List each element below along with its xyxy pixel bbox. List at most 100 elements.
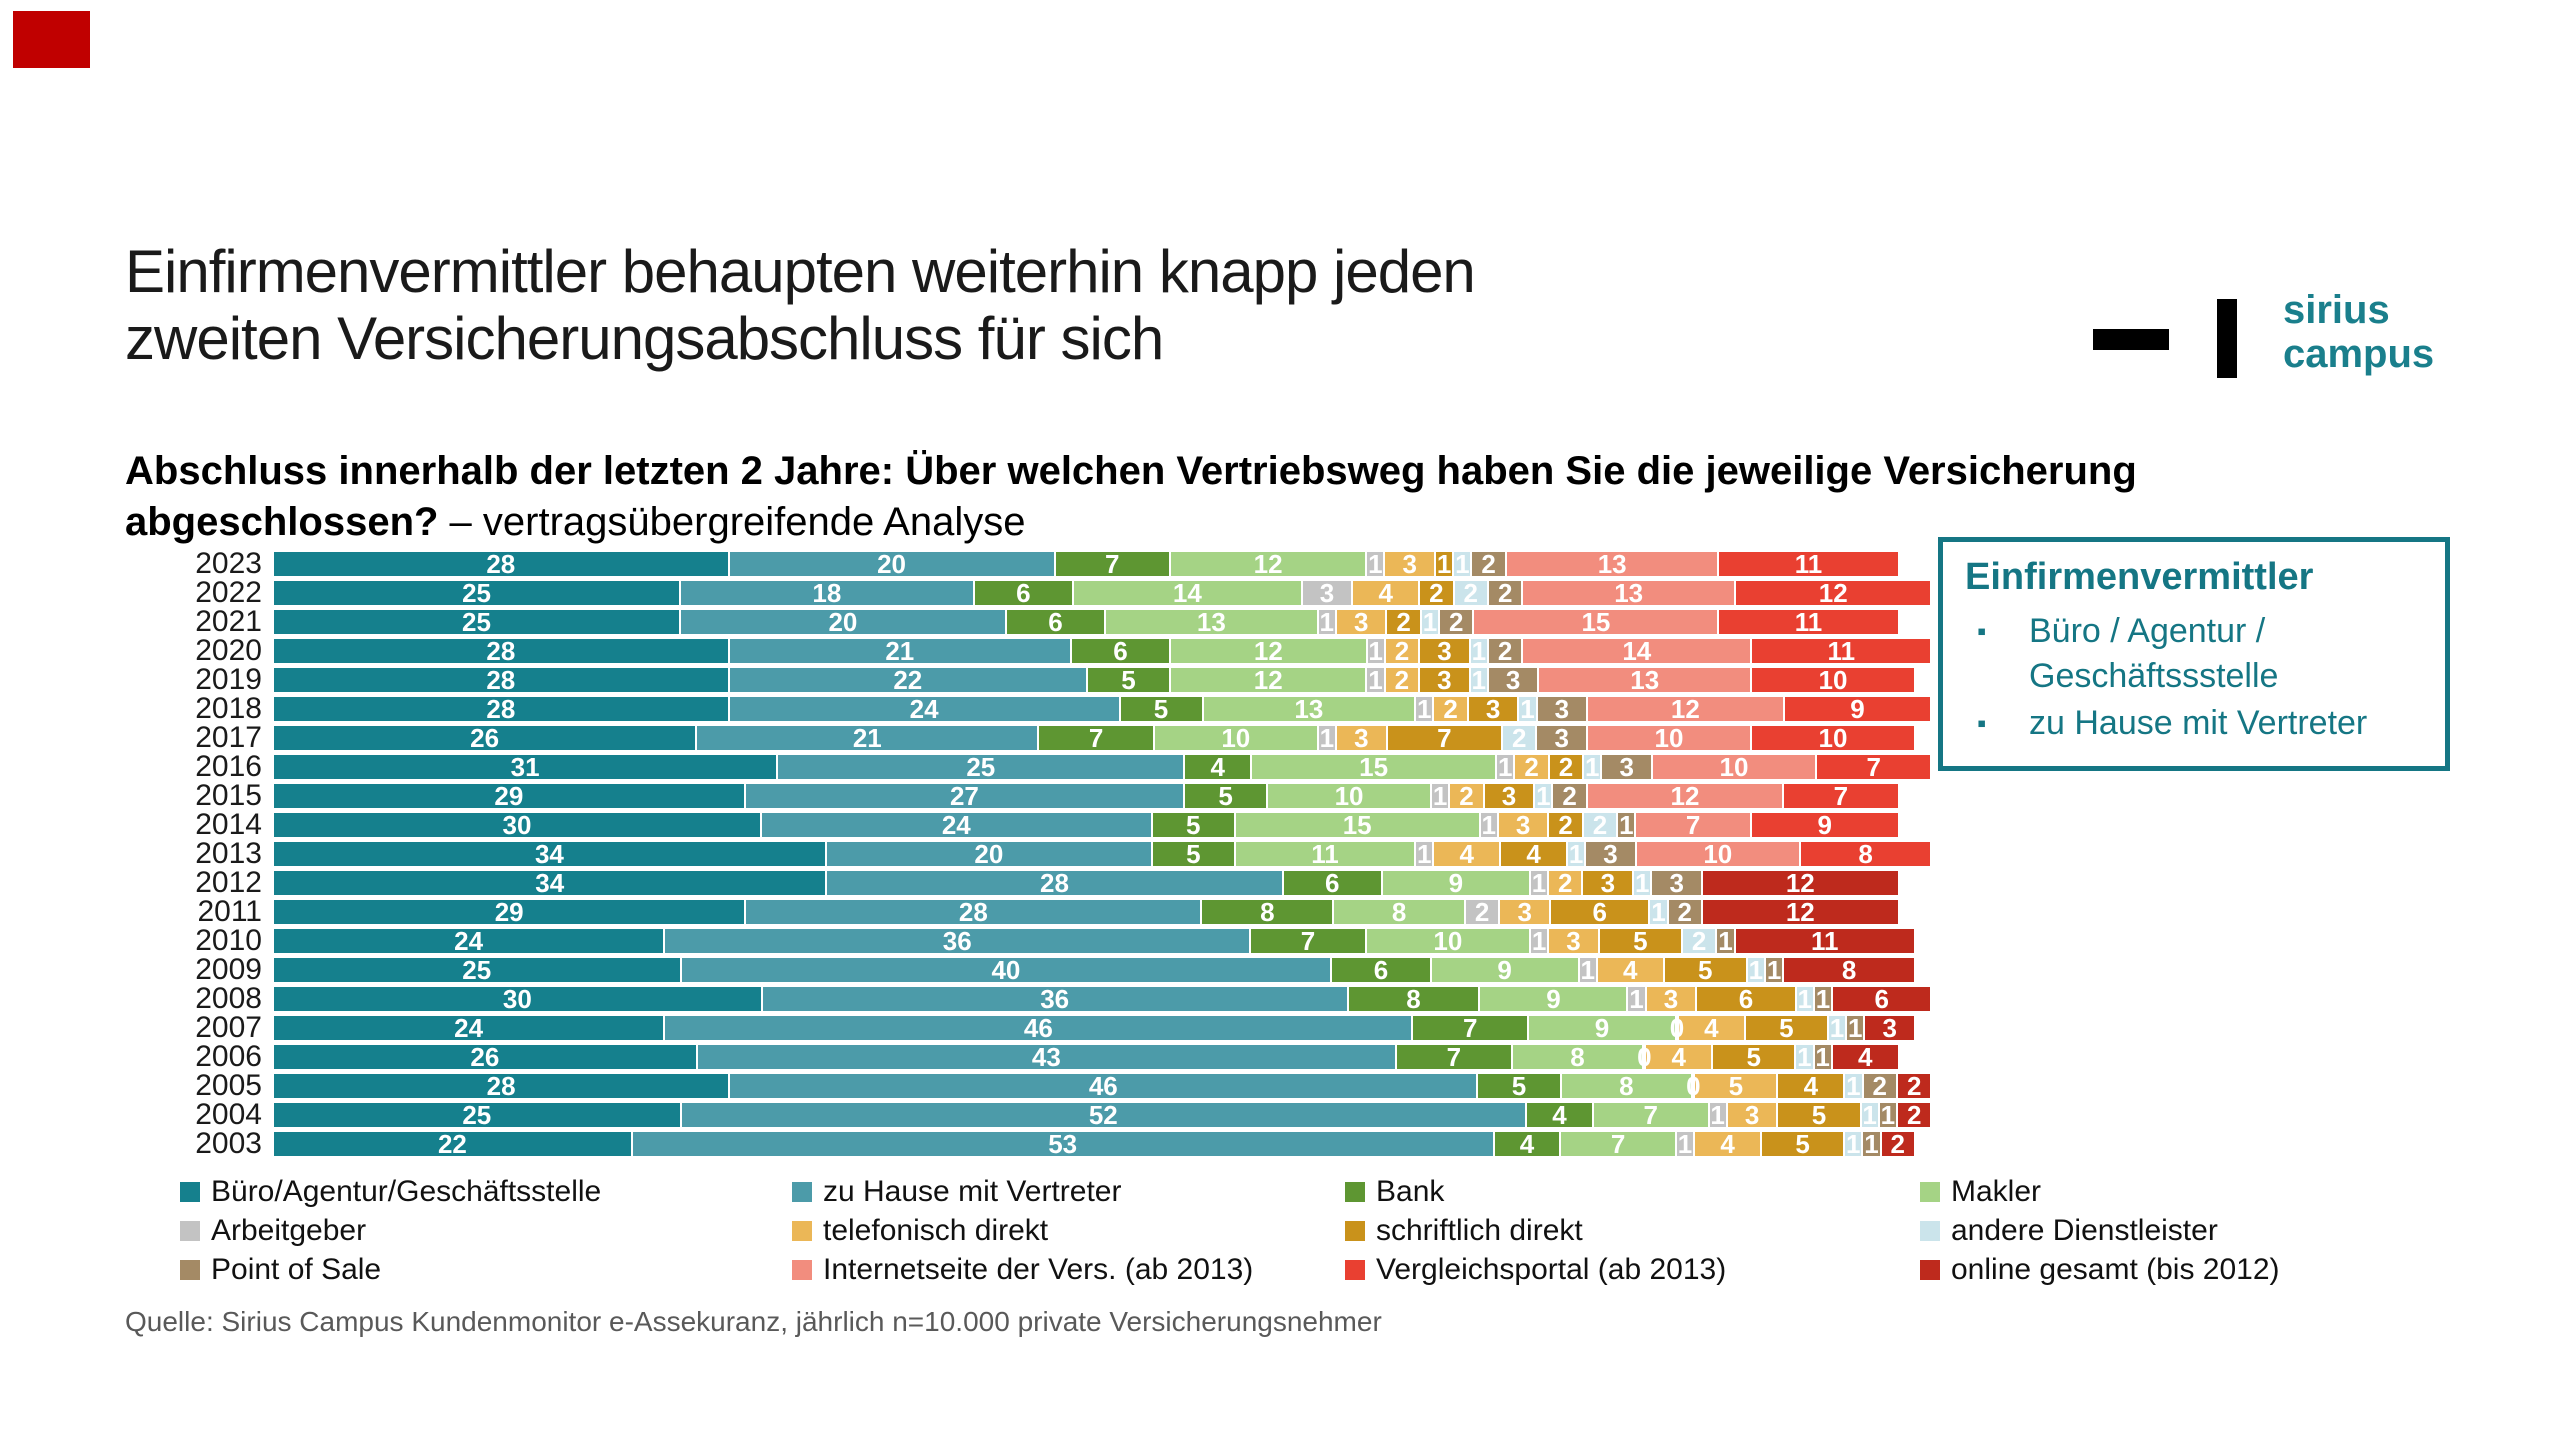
bar-segment-schriftlich: 1 [1436,549,1453,579]
bar-segment-andere: 1 [1650,899,1667,925]
bar-segment-telefonisch: 2 [1434,696,1467,722]
bar-segment-pos: 1 [1618,812,1635,838]
bar-segment-makler: 10 [1268,783,1431,809]
bar-segment-internet: 10 [1652,752,1815,782]
bar-value-label: 14 [1622,636,1652,666]
bar-segment-andere: 2 [1454,580,1487,606]
bar-segment-arbeitgeber: 1 [1416,841,1433,867]
bar-segment-makler: 14 [1073,580,1301,606]
bar-segment-bank: 7 [1251,928,1365,954]
bar-value-label: 1 [1319,723,1335,753]
bar-segment-telefonisch: 3 [1498,812,1548,838]
bar-segment-bank: 6 [1283,870,1381,896]
legend-swatch-arbeitgeber [180,1220,200,1241]
bar-value-label: 1 [1422,607,1438,637]
bar-segment-andere: 1 [1421,607,1439,637]
bar-value-label: 20 [828,607,858,637]
bar-segment-zuhause: 21 [729,638,1070,664]
bar-value-label: 2 [1906,1071,1922,1101]
bar-segment-telefonisch: 3 [1549,928,1598,954]
bar-segment-telefonisch: 4 [1353,580,1419,606]
legend-swatch-makler [1920,1181,1940,1202]
legend-label: zu Hause mit Vertreter [823,1174,1122,1208]
bar-segment-buero: 28 [274,667,728,693]
bar: 28 20 7 12 1 3 1 1 2 13 11 [274,549,1898,579]
year-label: 2017 [195,721,262,754]
legend-item-internet: Internetseite der Vers. (ab 2013) [792,1250,1345,1289]
bar-segment-buero: 28 [274,1073,729,1099]
year-label: 2007 [195,1011,262,1044]
bar-segment-makler: 9 [1528,1015,1675,1041]
bar-value-label: 4 [1720,1129,1735,1159]
bar-value-label: 5 [1633,926,1648,956]
bar-value-label: 24 [454,1013,484,1043]
bar-segment-telefonisch: 4 [1434,841,1500,867]
bar-value-label: 3 [1501,781,1517,811]
bar-value-label: 2 [1890,1129,1905,1159]
bar-value-label: 6 [1738,984,1754,1014]
legend-label: Büro/Agentur/Geschäftsstelle [211,1174,602,1208]
bar-value-label: 3 [1554,723,1569,753]
bar-segment-buero: 34 [274,870,826,896]
bar-value-label: 0 [1669,1013,1685,1043]
legend-swatch-online [1920,1259,1940,1280]
bar-value-label: 4 [1552,1100,1567,1130]
bar-value-label: 30 [502,984,532,1014]
bar-segment-arbeitgeber: 1 [1676,1131,1694,1157]
legend-item-online: online gesamt (bis 2012) [1920,1250,2280,1289]
subtitle-question-part2: abgeschlossen? [125,500,439,544]
bar-value-label: 26 [470,723,500,753]
bar-value-label: 10 [1719,752,1749,782]
bar-segment-pos: 2 [1488,580,1522,606]
year-label: 2010 [195,924,262,957]
bar-value-label: 10 [1818,665,1848,695]
bar-value-label: 1 [1436,549,1452,579]
bar-segment-arbeitgeber: 1 [1367,667,1384,693]
bar-segment-telefonisch: 5 [1695,1073,1777,1099]
bar-segment-andere: 1 [1796,1044,1813,1070]
bar-value-label: 7 [1643,1100,1658,1130]
bar-value-label: 10 [1654,723,1684,753]
bar-segment-arbeitgeber: 1 [1530,928,1548,954]
bar-segment-buero: 26 [274,723,696,753]
bar-segment-telefonisch: 3 [1337,725,1386,751]
bar-segment-pos: 1 [1766,957,1783,983]
bar-segment-schriftlich: 5 [1762,1131,1844,1157]
bar-value-label: 8 [1570,1042,1585,1072]
chart-row-2022: 2022 25 18 6 14 3 4 2 2 2 13 12 [170,578,1931,608]
bar-segment-makler: 8 [1512,1042,1643,1072]
bar-value-label: 8 [1619,1071,1634,1101]
bar-segment-buero: 30 [274,812,760,838]
bar-value-label: 6 [1874,984,1889,1014]
bar-value-label: 2 [1394,665,1410,695]
bar-value-label: 29 [494,897,524,927]
bar-value-label: 24 [909,694,939,724]
callout-box: Einfirmenvermittler Büro / Agentur / Ges… [1938,537,2450,771]
subtitle-line2: abgeschlossen? – vertragsübergreifende A… [125,497,2137,548]
legend-label: Internetseite der Vers. (ab 2013) [823,1252,1254,1286]
bar-segment-online: 12 [1703,899,1898,925]
bar-segment-andere: 1 [1470,667,1487,693]
bar: 28 46 5 8 0 5 4 1 2 2 [274,1071,1931,1101]
bar-segment-buero: 28 [274,696,728,722]
bar-segment-pos: 2 [1863,1073,1896,1099]
bar-value-label: 10 [1221,723,1251,753]
bar-segment-buero: 24 [274,1013,664,1043]
bar-value-label: 15 [1342,810,1372,840]
bar-value-label: 28 [486,636,516,666]
bar-segment-makler: 8 [1334,899,1464,925]
bar-value-label: 3 [1663,984,1679,1014]
chart-row-2009: 2009 25 40 6 9 1 4 5 1 1 8 [170,955,1930,985]
bar-value-label: 1 [1880,1100,1896,1130]
legend-label: Point of Sale [211,1252,382,1286]
callout-item: zu Hause mit Vertreter [1965,701,2425,746]
bar-value-label: 2 [1562,781,1577,811]
bar-value-label: 1 [1815,984,1831,1014]
bar-value-label: 5 [1218,781,1233,811]
bar-value-label: 1 [1531,868,1547,898]
bar-segment-pos: 2 [1488,638,1522,664]
bar-value-label: 1 [1635,868,1650,898]
bar-value-label: 12 [1253,549,1283,579]
year-label: 2006 [195,1040,262,1073]
bar-value-label: 15 [1581,607,1611,637]
